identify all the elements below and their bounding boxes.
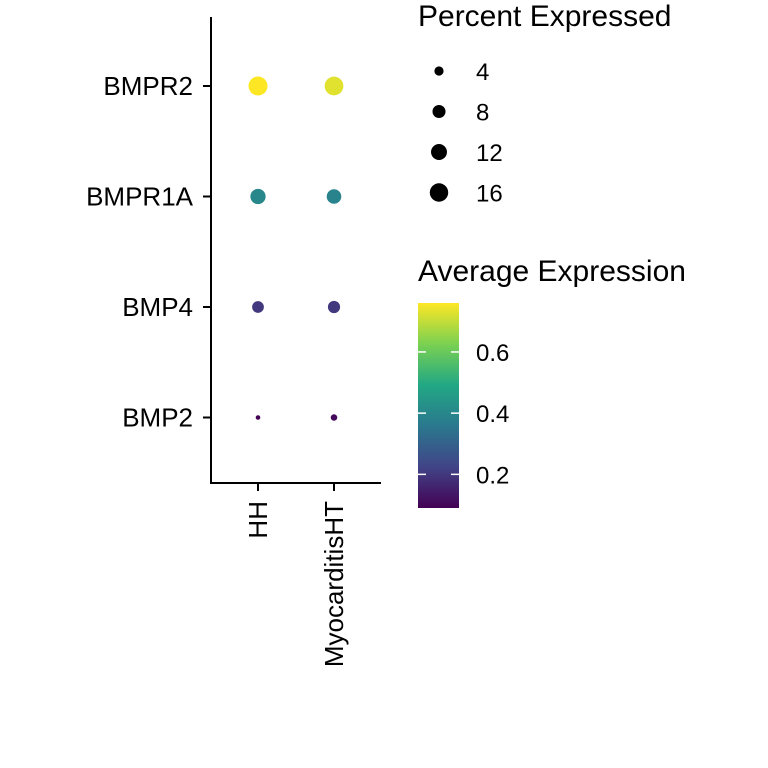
dot-BMPR2-MyocarditisHT	[324, 76, 344, 96]
dot-BMP4-MyocarditisHT	[327, 300, 341, 314]
color-legend-label: 0.4	[476, 401, 509, 428]
dot-BMPR2-HH	[248, 76, 268, 96]
size-legend-label: 12	[476, 140, 503, 167]
color-legend-label: 0.6	[476, 340, 509, 367]
dot-BMP4-HH	[252, 301, 264, 313]
dot-BMPR1A-HH	[250, 188, 266, 205]
data-points	[248, 76, 344, 421]
x-axis-ticks: HH MyocarditisHT	[243, 483, 349, 667]
y-tick-label: BMP4	[122, 292, 193, 322]
dot-BMPR1A-MyocarditisHT	[326, 189, 342, 204]
dot-BMP2-MyocarditisHT	[330, 414, 338, 421]
size-legend-key	[431, 144, 447, 160]
size-legend-title: Percent Expressed	[418, 0, 671, 33]
y-tick-label: BMPR1A	[86, 182, 194, 212]
dot-BMP2-HH	[255, 415, 261, 420]
size-legend-label: 16	[476, 181, 503, 208]
x-tick-label: MyocarditisHT	[319, 501, 349, 667]
size-legend-label: 4	[476, 59, 489, 86]
color-legend-bar	[418, 303, 459, 508]
size-legend-key	[432, 104, 446, 119]
size-legend-key	[434, 66, 444, 76]
color-legend-title: Average Expression	[418, 255, 686, 288]
color-legend-label: 0.2	[476, 462, 509, 489]
y-tick-label: BMPR2	[103, 71, 193, 101]
size-legend-label: 8	[476, 100, 489, 127]
size-legend-key	[429, 183, 449, 202]
color-legend: Average Expression 0.2 0.4 0.6	[418, 255, 686, 508]
y-axis-ticks: BMPR2 BMPR1A BMP4 BMP2	[86, 71, 211, 433]
x-tick-label: HH	[243, 501, 273, 539]
y-tick-label: BMP2	[122, 403, 193, 433]
size-legend: Percent Expressed 4 8 12 16	[418, 0, 671, 208]
